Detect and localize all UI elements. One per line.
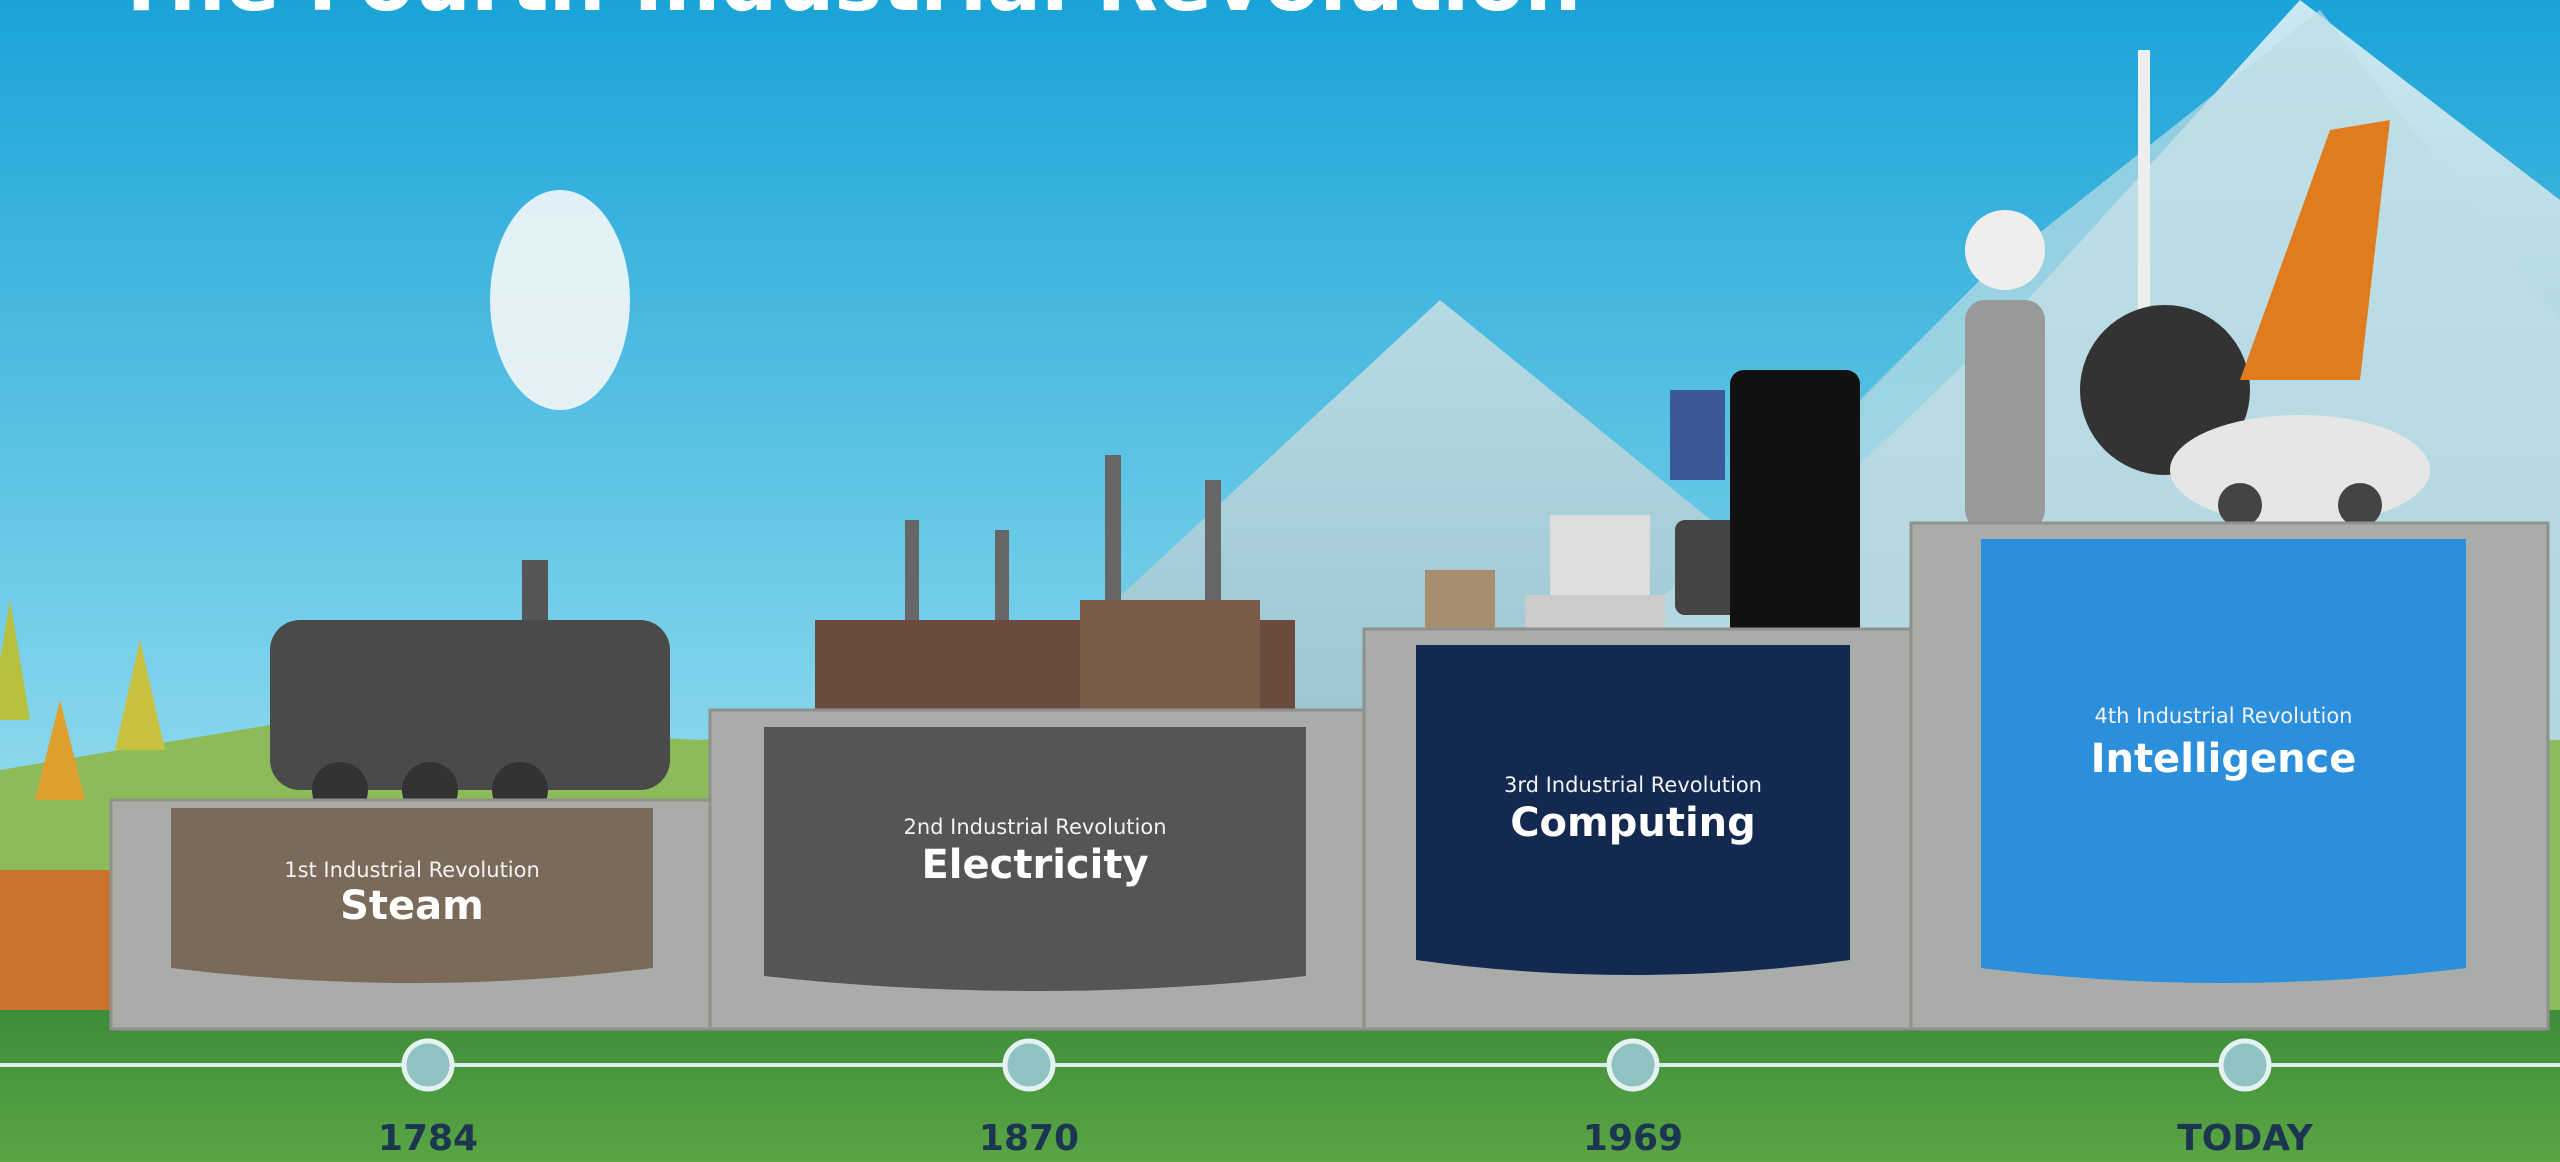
stage-name: Computing (1510, 800, 1756, 846)
timeline-dot (1609, 1041, 1657, 1089)
stage-label: 2nd Industrial Revolution (903, 815, 1166, 839)
stage-name: Intelligence (2091, 736, 2357, 782)
year: 1784 (378, 1118, 478, 1159)
timeline-dot (2221, 1041, 2269, 1089)
stage-label: 3rd Industrial Revolution (1504, 773, 1762, 797)
title: The Fourth Industrial Revolution (114, 0, 1581, 29)
timeline-dot (1005, 1041, 1053, 1089)
stage-name: Electricity (921, 842, 1148, 888)
year: 1870 (979, 1118, 1079, 1159)
stage-label: 1st Industrial Revolution (284, 858, 540, 882)
stage-label: 4th Industrial Revolution (2095, 704, 2353, 728)
infographic: The Fourth Industrial Revolution 1st Ind… (0, 0, 2560, 1162)
dirt (0, 870, 120, 1020)
stage-name: Steam (340, 883, 484, 929)
timeline-dot (404, 1041, 452, 1089)
year: TODAY (2177, 1118, 2313, 1159)
year: 1969 (1583, 1118, 1683, 1159)
